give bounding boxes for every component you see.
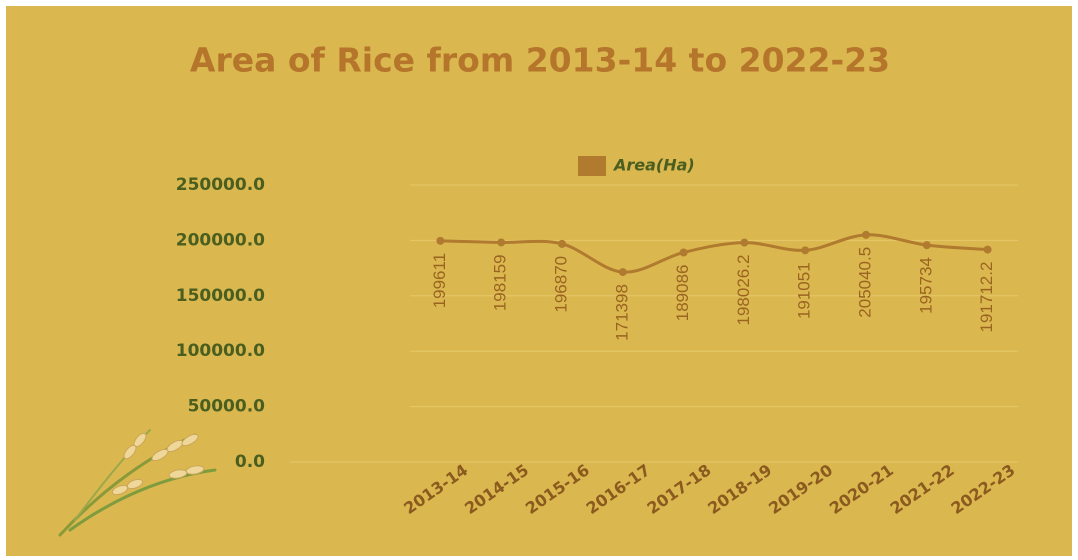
y-tick-label: 0.0 bbox=[235, 452, 265, 472]
data-label: 198159 bbox=[491, 254, 510, 311]
legend-swatch bbox=[578, 156, 606, 176]
data-point bbox=[801, 246, 810, 255]
y-tick-label: 150000.0 bbox=[176, 286, 265, 306]
data-label: 196870 bbox=[551, 256, 570, 313]
y-tick-label: 50000.0 bbox=[188, 397, 266, 417]
series-line bbox=[440, 233, 988, 274]
data-point bbox=[862, 230, 870, 239]
data-label: 171398 bbox=[612, 284, 631, 341]
data-label: 195734 bbox=[916, 257, 935, 314]
chart-title: Area of Rice from 2013-14 to 2022-23 bbox=[190, 41, 890, 80]
data-point bbox=[558, 239, 566, 248]
data-point bbox=[983, 245, 992, 254]
background bbox=[6, 6, 1072, 556]
data-point bbox=[740, 238, 749, 247]
y-tick-label: 100000.0 bbox=[176, 341, 265, 361]
data-point bbox=[436, 236, 445, 245]
data-label: 199611 bbox=[430, 253, 449, 308]
data-point bbox=[618, 268, 627, 277]
data-point bbox=[497, 238, 506, 247]
data-point bbox=[679, 248, 688, 257]
data-label: 198026.2 bbox=[734, 255, 753, 326]
wheat-illustration bbox=[58, 429, 217, 537]
y-tick-label: 200000.0 bbox=[176, 230, 265, 250]
data-point bbox=[922, 241, 931, 250]
y-tick-label: 250000.0 bbox=[176, 175, 265, 195]
data-label: 189086 bbox=[673, 264, 692, 321]
data-label: 191712.2 bbox=[977, 262, 996, 333]
legend-label: Area(Ha) bbox=[612, 156, 695, 175]
data-label: 191051 bbox=[795, 262, 814, 319]
data-label: 205040.5 bbox=[855, 247, 874, 318]
